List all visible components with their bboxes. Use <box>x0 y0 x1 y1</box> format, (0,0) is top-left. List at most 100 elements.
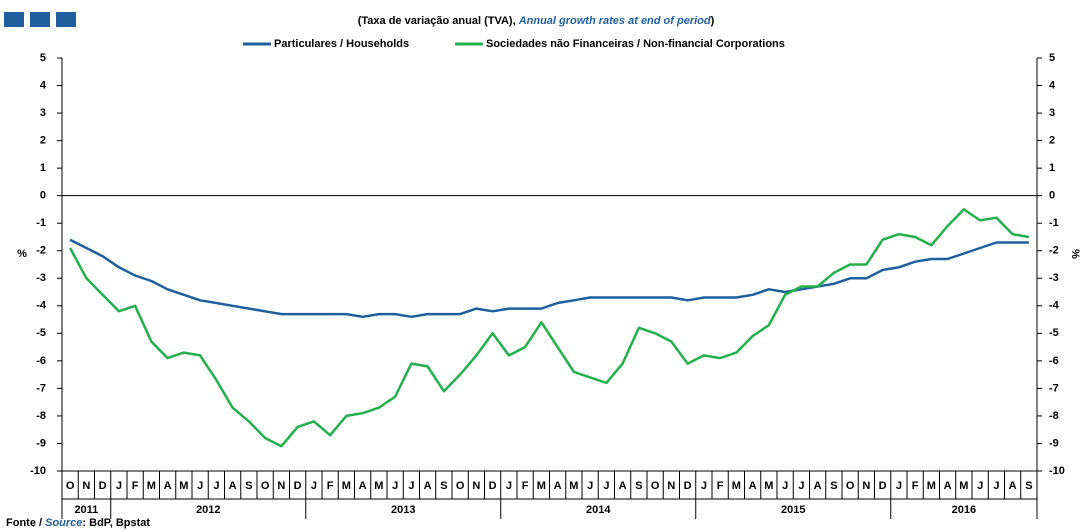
y-axis-label: % <box>17 248 27 260</box>
x-tick-label: M <box>342 480 351 492</box>
x-tick-label: F <box>717 480 724 492</box>
y-tick-label: -10 <box>30 465 46 477</box>
x-tick-label: O <box>651 480 660 492</box>
x-tick-label: A <box>359 480 367 492</box>
y2-tick-label: 3 <box>1049 107 1055 119</box>
x-tick-label: M <box>959 480 968 492</box>
y-tick-label: -9 <box>36 437 46 449</box>
x-tick-label: D <box>294 480 302 492</box>
x-tick-label: J <box>392 480 398 492</box>
y2-tick-label: -1 <box>1049 217 1059 229</box>
x-tick-label: M <box>569 480 578 492</box>
x-tick-label: N <box>862 480 870 492</box>
x-tick-label: O <box>846 480 855 492</box>
y2-tick-label: 4 <box>1049 79 1056 91</box>
y2-axis-label: % <box>1069 249 1081 259</box>
y-tick-label: 4 <box>40 79 47 91</box>
y-tick-label: -3 <box>36 272 46 284</box>
y2-tick-label: -9 <box>1049 437 1059 449</box>
x-tick-label: M <box>764 480 773 492</box>
x-tick-label: J <box>977 480 983 492</box>
y-tick-label: 0 <box>40 190 46 202</box>
y2-tick-label: -2 <box>1049 245 1059 257</box>
x-tick-label: S <box>1025 480 1032 492</box>
x-tick-label: A <box>814 480 822 492</box>
x-tick-label: F <box>132 480 139 492</box>
x-tick-label: D <box>879 480 887 492</box>
title-end: ) <box>711 15 715 27</box>
x-tick-label: A <box>1009 480 1017 492</box>
year-label: 2012 <box>196 504 220 516</box>
logo-block <box>30 12 50 27</box>
y2-tick-label: 1 <box>1049 162 1055 174</box>
year-label: 2014 <box>586 504 611 516</box>
x-tick-label: N <box>82 480 90 492</box>
y-tick-label: 1 <box>40 162 46 174</box>
x-tick-label: J <box>896 480 902 492</box>
y2-tick-label: -4 <box>1049 300 1060 312</box>
x-tick-label: J <box>587 480 593 492</box>
year-label: 2011 <box>74 504 98 516</box>
x-tick-label: J <box>311 480 317 492</box>
x-tick-label: N <box>277 480 285 492</box>
title-en: Annual growth rates at end of period <box>518 15 711 27</box>
y-tick-label: 3 <box>40 107 46 119</box>
y2-tick-label: -8 <box>1049 410 1059 422</box>
x-tick-label: M <box>147 480 156 492</box>
source-en: Source <box>45 517 82 529</box>
x-tick-label: S <box>635 480 642 492</box>
x-tick-label: D <box>684 480 692 492</box>
x-tick-label: M <box>537 480 546 492</box>
x-tick-label: D <box>99 480 107 492</box>
x-tick-label: A <box>424 480 432 492</box>
x-tick-label: N <box>667 480 675 492</box>
x-tick-label: A <box>554 480 562 492</box>
y-tick-label: -5 <box>36 327 46 339</box>
legend-label: Particulares / Households <box>274 38 409 50</box>
y-tick-label: -2 <box>36 245 46 257</box>
legend-label: Sociedades não Financeiras / Non-financi… <box>486 38 785 50</box>
year-label: 2013 <box>391 504 415 516</box>
x-tick-label: F <box>327 480 334 492</box>
x-tick-label: O <box>66 480 75 492</box>
x-tick-label: J <box>116 480 122 492</box>
series-line <box>69 238 1029 319</box>
x-tick-label: M <box>927 480 936 492</box>
y2-tick-label: 0 <box>1049 190 1055 202</box>
x-tick-label: A <box>229 480 237 492</box>
y-tick-label: 2 <box>40 135 46 147</box>
y2-tick-label: -10 <box>1049 465 1065 477</box>
x-tick-label: J <box>213 480 219 492</box>
y2-tick-label: -3 <box>1049 272 1059 284</box>
x-tick-label: D <box>489 480 497 492</box>
title-pt: (Taxa de variação anual (TVA), <box>358 15 519 27</box>
y-tick-label: -8 <box>36 410 46 422</box>
year-label: 2016 <box>952 504 976 516</box>
source-text: : BdP, Bpstat <box>82 517 150 529</box>
y-tick-label: -7 <box>36 382 46 394</box>
chart-title: (Taxa de variação anual (TVA), Annual gr… <box>358 15 715 27</box>
x-tick-label: J <box>506 480 512 492</box>
x-tick-label: A <box>619 480 627 492</box>
x-tick-label: S <box>245 480 252 492</box>
logo-block <box>4 12 24 27</box>
x-tick-label: A <box>164 480 172 492</box>
y-tick-label: -4 <box>36 300 47 312</box>
logo-block <box>56 12 76 27</box>
source-pt: Fonte / <box>6 517 45 529</box>
x-tick-label: F <box>522 480 529 492</box>
year-label: 2015 <box>781 504 805 516</box>
series-line <box>68 208 1030 448</box>
x-tick-label: J <box>408 480 414 492</box>
x-tick-label: J <box>197 480 203 492</box>
y2-tick-label: -6 <box>1049 355 1059 367</box>
x-tick-label: M <box>732 480 741 492</box>
y-tick-label: 5 <box>40 52 46 64</box>
x-tick-label: N <box>472 480 480 492</box>
x-tick-label: J <box>798 480 804 492</box>
x-tick-label: S <box>440 480 447 492</box>
y2-tick-label: -5 <box>1049 327 1059 339</box>
x-tick-label: M <box>374 480 383 492</box>
x-tick-label: J <box>701 480 707 492</box>
